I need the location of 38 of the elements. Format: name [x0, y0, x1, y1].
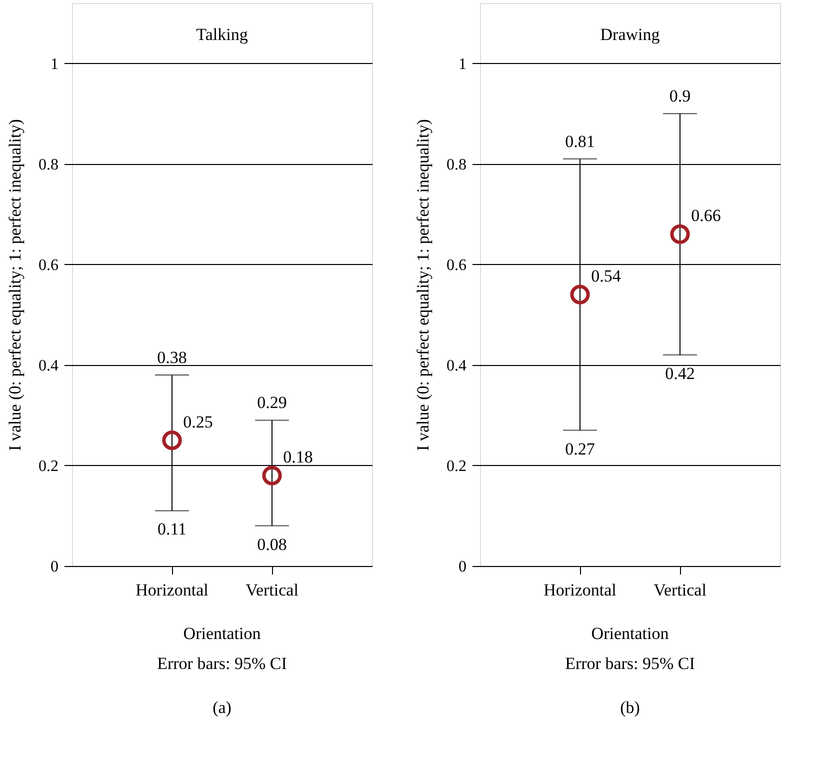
y-tick-label: 1	[458, 56, 466, 73]
y-tick-label: 0.6	[38, 256, 58, 274]
y-tick-label: 0	[50, 558, 58, 576]
y-tick-label: 0.4	[38, 357, 58, 374]
annotation: 0.29	[257, 393, 287, 412]
data-label: 0.18	[283, 448, 313, 467]
data-label: 0.54	[591, 266, 622, 286]
x-tick-label: Vertical	[246, 580, 299, 600]
y-tick-label: 0.8	[446, 156, 466, 174]
text: Error bars: 95% CI	[565, 654, 696, 673]
y-tick-label: 0	[458, 558, 466, 576]
text: Talking	[196, 25, 248, 44]
y-tick-label: 0.2	[446, 458, 466, 475]
annotation: 0.11	[157, 520, 187, 539]
x-tick-label: Horizontal	[544, 580, 617, 600]
annotation: 0.08	[257, 534, 287, 554]
data-label: 0.66	[691, 206, 721, 226]
x-axis-title: Orientation	[183, 624, 262, 643]
data-label: 0.25	[183, 412, 213, 432]
y-tick-label: 0.4	[446, 357, 466, 374]
y-axis-title: I value (0: perfect equality; 1: perfect inequality)	[6, 119, 24, 451]
y-tick-label: 0.8	[38, 156, 58, 174]
x-tick-label: Vertical	[654, 580, 707, 600]
text: Error bars: 95% CI	[157, 654, 288, 673]
annotation: 0.81	[565, 132, 595, 151]
x-tick-label: Horizontal	[136, 580, 209, 600]
annotation: 0.42	[665, 364, 695, 383]
text: (b)	[620, 698, 640, 717]
y-tick-label: 0.2	[38, 458, 58, 475]
annotation: 0.9	[669, 86, 691, 106]
y-axis-title: I value (0: perfect equality; 1: perfect inequality)	[414, 119, 432, 451]
text: Drawing	[600, 25, 660, 44]
text: (a)	[212, 698, 232, 717]
annotation: 0.38	[157, 348, 187, 367]
y-tick-label: 0.6	[446, 256, 466, 274]
x-axis-title: Orientation	[591, 624, 670, 643]
annotation: 0.27	[565, 439, 596, 458]
y-tick-label: 1	[50, 56, 58, 73]
